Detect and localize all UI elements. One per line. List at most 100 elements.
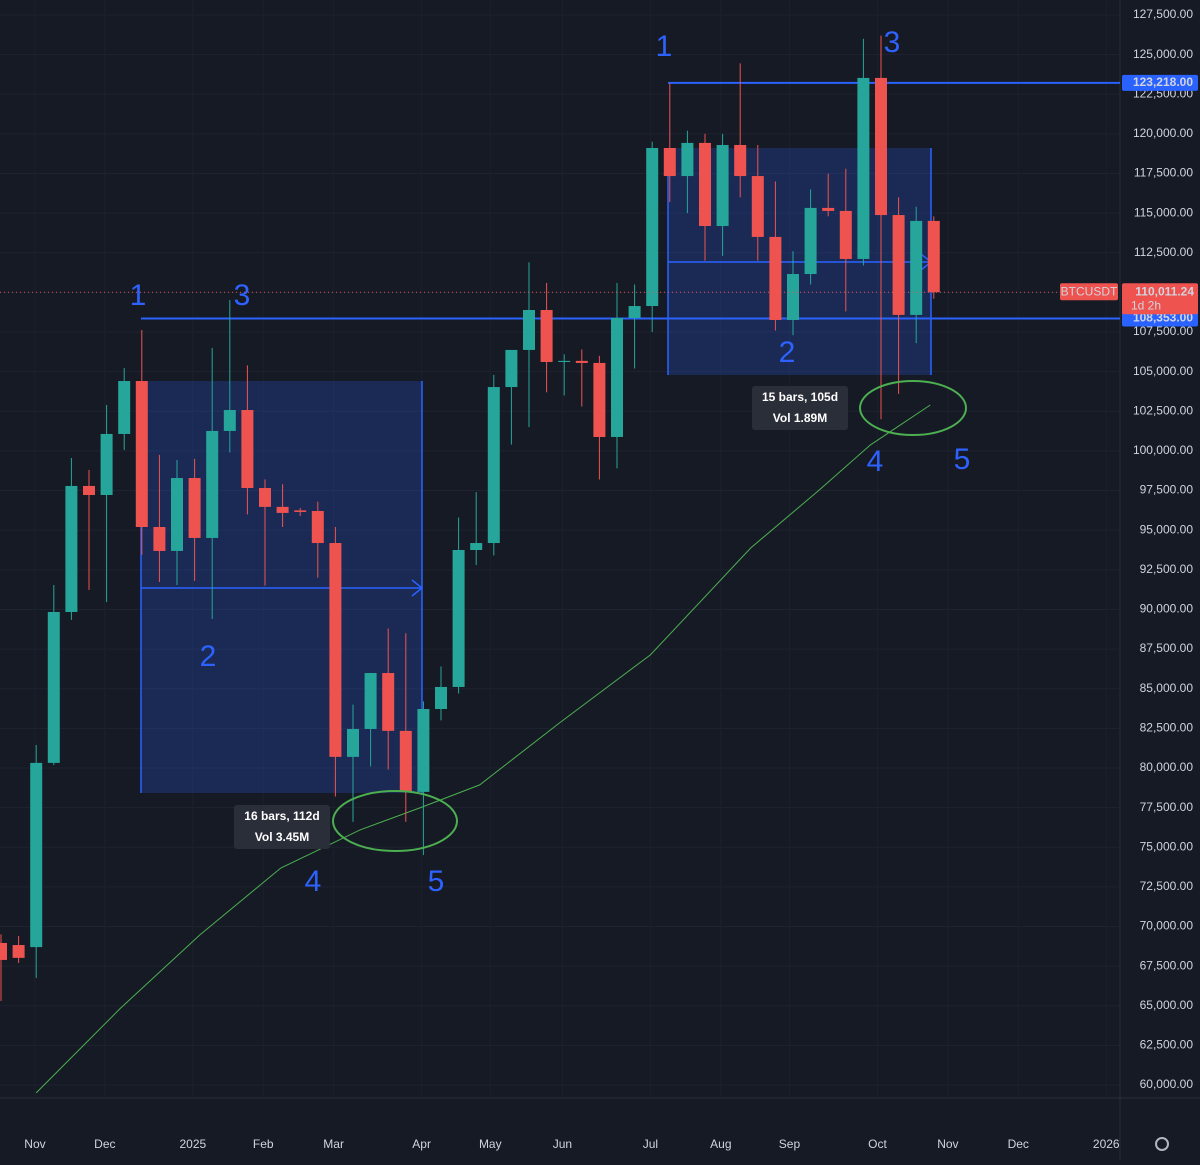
wave-label: 5 — [428, 865, 445, 898]
wave-label: 1 — [130, 279, 147, 312]
y-tick-label: 82,500.00 — [1140, 721, 1194, 735]
range-info-box — [752, 386, 848, 430]
candle-body — [276, 506, 289, 513]
candle-body — [786, 274, 799, 320]
settings-icon[interactable] — [1155, 1137, 1169, 1151]
x-tick-label: May — [479, 1137, 502, 1151]
symbol-label: BTCUSDT — [1061, 284, 1118, 298]
candle-body — [505, 349, 518, 388]
wave-label: 3 — [884, 26, 901, 59]
candle-body — [100, 433, 113, 495]
candle-body — [83, 485, 96, 495]
candle-body — [206, 430, 219, 538]
candle-body — [47, 611, 60, 763]
x-tick-label: Aug — [710, 1137, 731, 1151]
candle-body — [857, 77, 870, 259]
y-tick-label: 125,000.00 — [1133, 47, 1193, 61]
x-tick-label: Oct — [868, 1137, 887, 1151]
candle-body — [364, 673, 377, 729]
highlight-ellipse — [859, 380, 967, 436]
y-tick-label: 97,500.00 — [1140, 483, 1194, 497]
y-tick-label: 115,000.00 — [1134, 205, 1193, 219]
candle-body — [30, 762, 43, 948]
range-info-volume: Vol 3.45M — [255, 830, 309, 844]
candle-body — [223, 410, 236, 431]
candle-body — [540, 310, 553, 362]
y-tick-label: 107,500.00 — [1133, 324, 1193, 338]
y-tick-label: 85,000.00 — [1140, 681, 1194, 695]
y-tick-label: 100,000.00 — [1133, 443, 1193, 457]
y-tick-label: 120,000.00 — [1133, 126, 1193, 140]
range-info-box — [234, 805, 330, 849]
last-price-tag — [1122, 283, 1198, 315]
y-tick-label: 60,000.00 — [1140, 1077, 1194, 1091]
candle-body — [628, 306, 641, 318]
candle-body — [399, 730, 412, 792]
last-price-label: 110,011.24 — [1135, 284, 1194, 298]
x-tick-label: 2026 — [1093, 1137, 1120, 1151]
wave-label: 2 — [200, 640, 217, 673]
candle-body — [751, 176, 764, 237]
x-tick-label: Nov — [937, 1137, 958, 1151]
candle-body — [734, 144, 747, 177]
candle-body — [681, 142, 694, 177]
y-tick-label: 112,500.00 — [1134, 245, 1193, 259]
candle-body — [434, 686, 447, 709]
candle-body — [188, 478, 201, 538]
candle-body — [874, 77, 887, 216]
candle-body — [663, 147, 676, 177]
x-tick-label: Dec — [94, 1137, 115, 1151]
x-tick-label: 2025 — [179, 1137, 206, 1151]
x-tick-label: Apr — [412, 1137, 431, 1151]
candle-body — [610, 317, 623, 437]
y-tick-label: 95,000.00 — [1140, 522, 1194, 536]
wave-label: 2 — [779, 336, 796, 369]
candle-body — [135, 381, 148, 528]
range-info-bars: 16 bars, 112d — [244, 809, 319, 823]
candle-body — [487, 387, 500, 544]
candle-body — [910, 220, 923, 315]
wave-label: 3 — [234, 279, 251, 312]
candle-body — [558, 360, 571, 362]
candle-body — [0, 942, 8, 960]
candle-body — [822, 207, 835, 211]
range-arrow-head — [411, 579, 424, 597]
y-tick-label: 72,500.00 — [1140, 879, 1194, 893]
candle-body — [892, 215, 905, 315]
candle-body — [382, 673, 395, 731]
y-tick-label: 127,500.00 — [1133, 7, 1193, 21]
candle-body — [698, 142, 711, 226]
y-tick-label: 62,500.00 — [1140, 1038, 1194, 1052]
candle-body — [294, 510, 307, 512]
x-tick-label: Jul — [643, 1137, 658, 1151]
y-tick-label: 117,500.00 — [1134, 166, 1193, 180]
x-tick-label: Nov — [24, 1137, 45, 1151]
x-tick-label: Dec — [1008, 1137, 1029, 1151]
y-tick-label: 77,500.00 — [1140, 800, 1194, 814]
range-info-volume: Vol 1.89M — [773, 411, 827, 425]
candle-body — [259, 488, 272, 507]
candle-body — [12, 945, 25, 958]
y-tick-label: 65,000.00 — [1140, 998, 1194, 1012]
candle-body — [153, 527, 166, 551]
y-tick-label: 80,000.00 — [1140, 760, 1194, 774]
candle-body — [593, 362, 606, 437]
candle-body — [329, 543, 342, 757]
settings-gear[interactable] — [1155, 1137, 1169, 1151]
candle-body — [522, 310, 535, 350]
candle-body — [452, 549, 465, 687]
candle-body — [470, 543, 483, 550]
y-tick-label: 70,000.00 — [1140, 919, 1194, 933]
candle-body — [804, 207, 817, 275]
candle-body — [716, 144, 729, 226]
y-tick-label: 105,000.00 — [1133, 364, 1193, 378]
y-tick-label: 75,000.00 — [1140, 839, 1194, 853]
wave-label: 5 — [954, 443, 971, 476]
candle-body — [839, 210, 852, 259]
candle-body — [118, 381, 131, 434]
y-tick-label: 87,500.00 — [1140, 641, 1194, 655]
candle-body — [346, 728, 359, 757]
y-tick-label: 90,000.00 — [1140, 602, 1194, 616]
